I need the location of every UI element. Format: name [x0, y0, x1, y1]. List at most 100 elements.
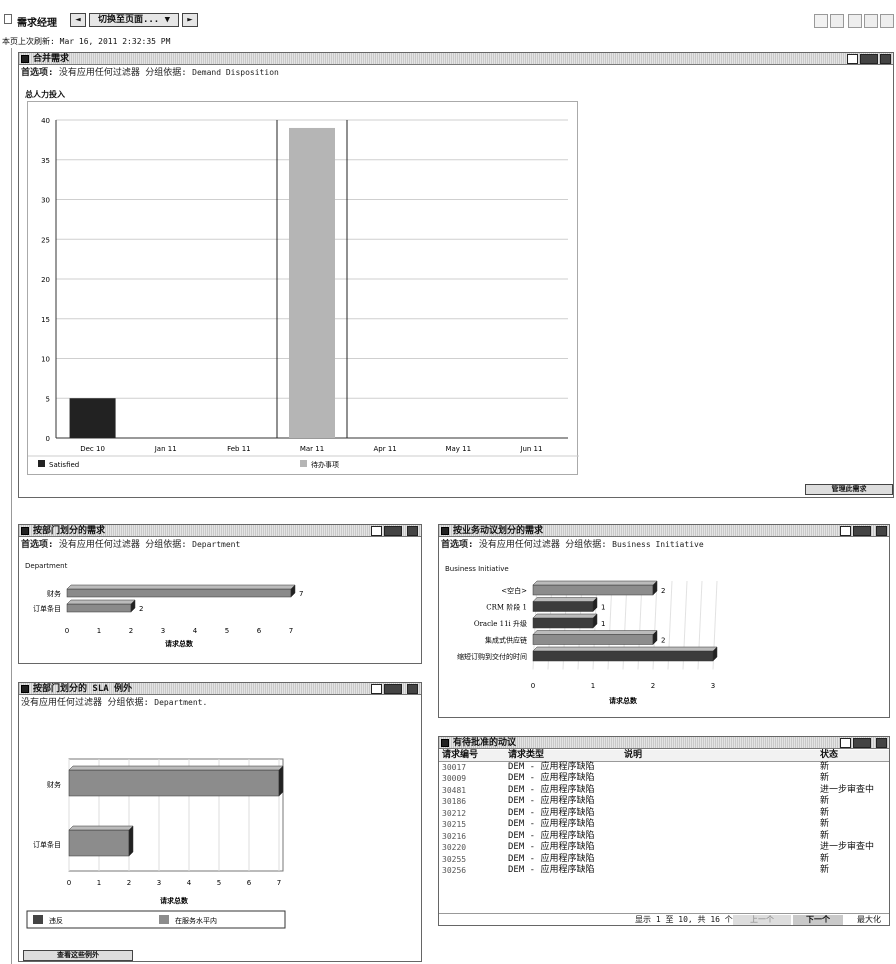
prev-button[interactable]: 上一个: [733, 915, 791, 925]
merge-demand-portlet: 合并需求 首选项: 没有应用任何过滤器 分组依据: Demand Disposi…: [18, 52, 894, 498]
description-cell: [621, 819, 817, 831]
status-cell: 新: [820, 773, 830, 784]
minimize-icon[interactable]: [21, 55, 29, 63]
export-excel-icon[interactable]: [864, 14, 878, 28]
x-tick-label: 5: [225, 627, 229, 635]
request-id-cell[interactable]: 30481: [442, 785, 467, 795]
status-cell: 新: [820, 807, 830, 818]
request-id-cell[interactable]: 30215: [442, 820, 467, 830]
table-row[interactable]: 30017 DEM - 应用程序缺陷 新: [439, 762, 889, 774]
request-type-cell: DEM - 应用程序缺陷: [508, 865, 595, 876]
help-icon[interactable]: [840, 526, 851, 536]
resize-icon[interactable]: [853, 526, 871, 536]
table-row[interactable]: 30216 DEM - 应用程序缺陷 新: [439, 831, 889, 843]
table-row[interactable]: 30481 DEM - 应用程序缺陷 进一步审查中: [439, 785, 889, 797]
category-label: 财务: [47, 589, 61, 598]
resize-icon[interactable]: [384, 526, 402, 536]
x-axis-label: 请求总数: [165, 639, 194, 648]
manage-demand-button[interactable]: 管理此需求: [805, 484, 893, 495]
portlet-header: 按部门划分的 SLA 例外: [19, 683, 421, 695]
page-switch-select[interactable]: 切换至页面... ▼: [89, 13, 179, 27]
close-portlet-icon[interactable]: [407, 684, 418, 694]
next-page-button[interactable]: ►: [182, 13, 198, 27]
description-cell: [621, 785, 817, 797]
request-id-cell[interactable]: 30017: [442, 763, 467, 772]
x-tick-label: 3: [711, 682, 715, 690]
col-status[interactable]: 状态: [817, 750, 889, 762]
minimize-icon[interactable]: [21, 527, 29, 535]
pager-bar: 显示 1 至 10, 共 16 个 上一个 下一个 最大化: [439, 913, 889, 925]
table-row[interactable]: 30256 DEM - 应用程序缺陷 新: [439, 865, 889, 877]
status-cell: 新: [820, 796, 830, 807]
export-pdf-icon[interactable]: [848, 14, 862, 28]
group-label: 分组依据:: [145, 68, 187, 78]
x-tick-label: Jan 11: [154, 445, 177, 453]
request-id-cell[interactable]: 30256: [442, 866, 467, 876]
request-type-cell: DEM - 应用程序缺陷: [508, 807, 595, 818]
print-icon[interactable]: [880, 14, 894, 28]
table-row[interactable]: 30220 DEM - 应用程序缺陷 进一步审查中: [439, 842, 889, 854]
prev-page-button[interactable]: ◄: [70, 13, 86, 27]
help-icon[interactable]: [371, 526, 382, 536]
y-tick-label: 30: [41, 197, 50, 205]
x-tick-label: 6: [247, 879, 252, 887]
portlet-title: 按部门划分的需求: [33, 526, 106, 536]
bar: [532, 596, 598, 613]
col-request-type[interactable]: 请求类型: [505, 750, 621, 762]
pending-approval-portlet: 有待批准的动议 请求编号 请求类型 说明 状态 30017 DEM - 应用程序缺…: [438, 736, 890, 926]
minimize-icon[interactable]: [441, 527, 449, 535]
chart-label: Department: [25, 562, 68, 570]
refresh-icon[interactable]: [814, 14, 828, 28]
col-request-id[interactable]: 请求编号: [439, 750, 505, 762]
group-label: 分组依据:: [145, 540, 187, 550]
filter-text: 没有应用任何过滤器: [58, 68, 140, 78]
category-label: 集成式供应链: [485, 636, 527, 645]
request-id-cell[interactable]: 30186: [442, 797, 467, 807]
request-id-cell[interactable]: 30220: [442, 843, 467, 853]
resize-icon[interactable]: [853, 738, 871, 748]
category-label: 财务: [47, 780, 61, 789]
group-value: Department: [192, 540, 241, 549]
request-id-cell[interactable]: 30255: [442, 854, 467, 864]
next-button[interactable]: 下一个: [793, 915, 843, 925]
close-portlet-icon[interactable]: [407, 526, 418, 536]
bar: [532, 629, 658, 646]
col-description[interactable]: 说明: [621, 750, 817, 762]
status-cell: 新: [820, 865, 830, 876]
resize-icon[interactable]: [860, 54, 878, 64]
minimize-icon[interactable]: [21, 685, 29, 693]
close-portlet-icon[interactable]: [876, 738, 887, 748]
chart-label: Business Initiative: [445, 565, 509, 573]
view-exceptions-button[interactable]: 查看这些例外: [23, 950, 133, 961]
legend-swatch: [300, 460, 307, 467]
maximize-link[interactable]: 最大化: [857, 915, 881, 924]
request-id-cell[interactable]: 30009: [442, 774, 467, 784]
effort-chart: 0 5 10 15 20 25 30 35 40 Dec 10 Jan 11 Feb 11 Mar 11…: [27, 101, 579, 475]
table-row[interactable]: 30212 DEM - 应用程序缺陷 新: [439, 808, 889, 820]
filter-line: 首选项: 没有应用任何过滤器 分组依据: Demand Disposition: [21, 67, 279, 79]
x-tick-label: 0: [67, 879, 71, 887]
help-icon[interactable]: [371, 684, 382, 694]
table-row[interactable]: 30215 DEM - 应用程序缺陷 新: [439, 819, 889, 831]
help-icon[interactable]: [847, 54, 858, 64]
table-row[interactable]: 30009 DEM - 应用程序缺陷 新: [439, 773, 889, 785]
table-row[interactable]: 30255 DEM - 应用程序缺陷 新: [439, 854, 889, 866]
edit-page-icon[interactable]: [830, 14, 844, 28]
minimize-icon[interactable]: [441, 739, 449, 747]
filter-text: 没有应用任何过滤器: [478, 540, 560, 550]
request-id-cell[interactable]: 30216: [442, 831, 467, 841]
pager-text: 显示 1 至 10, 共 16 个: [635, 915, 733, 924]
close-portlet-icon[interactable]: [880, 54, 891, 64]
request-id-cell[interactable]: 30212: [442, 808, 467, 818]
group-value: Business Initiative: [612, 540, 704, 549]
close-portlet-icon[interactable]: [876, 526, 887, 536]
resize-icon[interactable]: [384, 684, 402, 694]
y-tick-label: 0: [46, 435, 50, 443]
table-row[interactable]: 30186 DEM - 应用程序缺陷 新: [439, 796, 889, 808]
effort-chart-svg: 0 5 10 15 20 25 30 35 40 Dec 10 Jan 11 Feb 11 Mar 11…: [28, 117, 579, 469]
chart-title: 总人力投入: [25, 90, 65, 99]
y-tick-label: 20: [41, 276, 50, 284]
help-icon[interactable]: [840, 738, 851, 748]
chevron-down-icon: ▼: [164, 15, 171, 25]
dept-demand-portlet: 按部门划分的需求 首选项: 没有应用任何过滤器 分组依据: Department…: [18, 524, 422, 664]
